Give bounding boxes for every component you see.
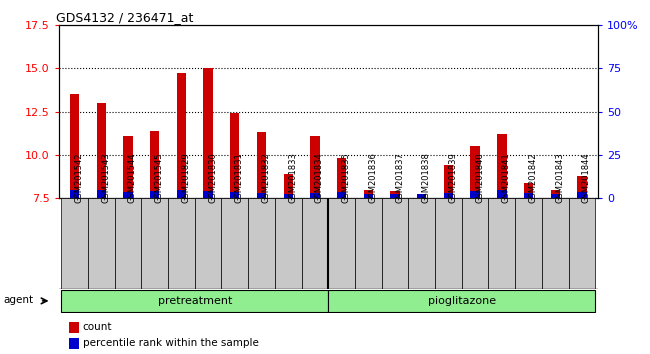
- Bar: [489, 198, 515, 289]
- Bar: [355, 198, 382, 289]
- Text: GSM201834: GSM201834: [315, 152, 324, 203]
- Bar: [150, 131, 159, 198]
- Bar: [310, 193, 320, 198]
- Text: GSM201835: GSM201835: [342, 152, 350, 203]
- Bar: [497, 190, 506, 198]
- Bar: [70, 338, 79, 349]
- Bar: [328, 290, 595, 312]
- Bar: [444, 193, 453, 198]
- Text: GSM201836: GSM201836: [369, 152, 377, 203]
- Bar: [435, 198, 462, 289]
- Bar: [551, 189, 560, 198]
- Bar: [248, 198, 275, 289]
- Bar: [114, 198, 141, 289]
- Bar: [542, 198, 569, 289]
- Text: GSM201837: GSM201837: [395, 152, 404, 203]
- Text: GSM201829: GSM201829: [181, 152, 190, 203]
- Bar: [337, 158, 346, 198]
- Bar: [577, 192, 587, 198]
- Text: GDS4132 / 236471_at: GDS4132 / 236471_at: [56, 11, 193, 24]
- Bar: [177, 73, 186, 198]
- Bar: [177, 190, 186, 198]
- Bar: [275, 198, 302, 289]
- Bar: [524, 183, 533, 198]
- Bar: [222, 198, 248, 289]
- Bar: [61, 198, 88, 289]
- Text: GSM201841: GSM201841: [502, 152, 511, 203]
- Bar: [577, 176, 587, 198]
- Bar: [203, 191, 213, 198]
- Bar: [70, 322, 79, 333]
- Text: GSM201843: GSM201843: [555, 152, 564, 203]
- Text: GSM201543: GSM201543: [101, 152, 111, 203]
- Text: count: count: [83, 322, 112, 332]
- Bar: [168, 198, 195, 289]
- Bar: [524, 193, 533, 198]
- Bar: [408, 198, 435, 289]
- Text: pretreatment: pretreatment: [157, 296, 232, 306]
- Bar: [391, 194, 400, 198]
- Text: GSM201832: GSM201832: [261, 152, 270, 203]
- Bar: [515, 198, 542, 289]
- Text: GSM201544: GSM201544: [128, 152, 137, 203]
- Bar: [417, 194, 426, 198]
- Bar: [497, 134, 506, 198]
- Bar: [363, 194, 373, 198]
- Bar: [195, 198, 222, 289]
- Bar: [569, 198, 595, 289]
- Bar: [88, 198, 114, 289]
- Text: GSM201833: GSM201833: [288, 152, 297, 203]
- Bar: [382, 198, 408, 289]
- Text: agent: agent: [3, 295, 33, 305]
- Bar: [97, 103, 106, 198]
- Bar: [283, 194, 293, 198]
- Bar: [70, 94, 79, 198]
- Bar: [391, 191, 400, 198]
- Bar: [70, 190, 79, 198]
- Bar: [417, 196, 426, 198]
- Text: percentile rank within the sample: percentile rank within the sample: [83, 338, 259, 348]
- Text: GSM201831: GSM201831: [235, 152, 244, 203]
- Text: GSM201840: GSM201840: [475, 152, 484, 203]
- Bar: [203, 68, 213, 198]
- Text: GSM201545: GSM201545: [155, 152, 164, 203]
- Bar: [471, 146, 480, 198]
- Bar: [444, 165, 453, 198]
- Bar: [302, 198, 328, 289]
- Bar: [363, 189, 373, 198]
- Text: GSM201542: GSM201542: [75, 152, 83, 203]
- Bar: [141, 198, 168, 289]
- Bar: [551, 194, 560, 198]
- Text: GSM201838: GSM201838: [422, 152, 431, 203]
- Bar: [257, 193, 266, 198]
- Bar: [462, 198, 489, 289]
- Bar: [61, 290, 328, 312]
- Bar: [328, 198, 355, 289]
- Bar: [230, 113, 239, 198]
- Bar: [283, 174, 293, 198]
- Bar: [337, 192, 346, 198]
- Bar: [471, 191, 480, 198]
- Bar: [97, 189, 106, 198]
- Text: GSM201844: GSM201844: [582, 152, 591, 203]
- Text: pioglitazone: pioglitazone: [428, 296, 496, 306]
- Bar: [257, 132, 266, 198]
- Text: GSM201830: GSM201830: [208, 152, 217, 203]
- Bar: [310, 136, 320, 198]
- Bar: [124, 192, 133, 198]
- Bar: [124, 136, 133, 198]
- Bar: [150, 191, 159, 198]
- Bar: [230, 192, 239, 198]
- Text: GSM201842: GSM201842: [528, 152, 538, 203]
- Text: GSM201839: GSM201839: [448, 152, 458, 203]
